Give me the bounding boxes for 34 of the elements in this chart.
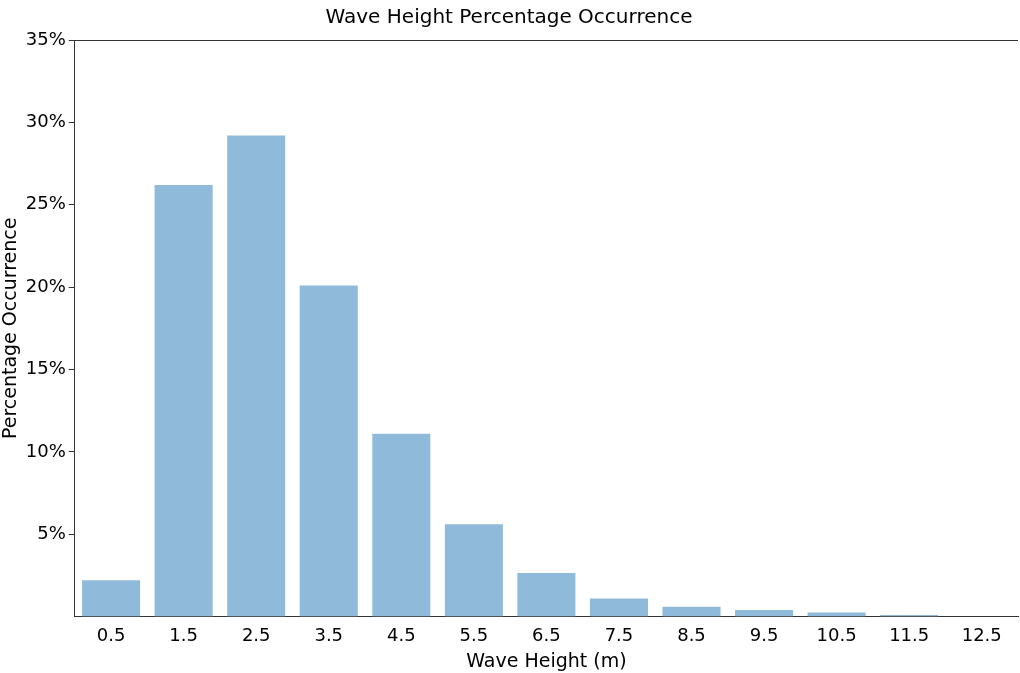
- x-axis-title: Wave Height (m): [466, 648, 627, 671]
- x-tick-label: 0.5: [96, 624, 126, 646]
- y-tick-label: 20%: [25, 274, 66, 296]
- y-tick-label: 35%: [25, 27, 66, 49]
- bar: [299, 285, 358, 617]
- y-tick-label: 30%: [25, 110, 66, 132]
- bar: [517, 572, 576, 617]
- x-tick-label: 4.5: [386, 624, 416, 646]
- bar: [735, 610, 794, 617]
- bar: [444, 524, 503, 617]
- x-tick-label: 9.5: [749, 624, 779, 646]
- y-tick-label: 5%: [37, 521, 66, 543]
- x-tick-label: 5.5: [459, 624, 489, 646]
- chart-title: Wave Height Percentage Occurrence: [325, 4, 693, 29]
- y-tick-label: 15%: [25, 357, 66, 379]
- y-tick-label: 25%: [25, 192, 66, 214]
- bar: [154, 184, 213, 617]
- x-tick-label: 11.5: [889, 624, 930, 646]
- bar: [82, 580, 141, 617]
- x-tick-label: 2.5: [241, 624, 271, 646]
- x-tick-label: 10.5: [816, 624, 857, 646]
- x-tick-label: 12.5: [961, 624, 1002, 646]
- x-tick-label: 7.5: [604, 624, 634, 646]
- y-axis-title: Percentage Occurrence: [0, 217, 21, 440]
- x-tick-label: 1.5: [169, 624, 198, 646]
- x-tick-label: 8.5: [677, 624, 706, 646]
- bar: [372, 433, 431, 617]
- y-tick-label: 10%: [25, 439, 66, 461]
- bar: [589, 598, 648, 617]
- bar: [662, 606, 721, 617]
- x-tick-label: 3.5: [314, 624, 344, 646]
- bar: [227, 135, 286, 617]
- x-tick-label: 6.5: [532, 624, 561, 646]
- bar: [807, 612, 866, 617]
